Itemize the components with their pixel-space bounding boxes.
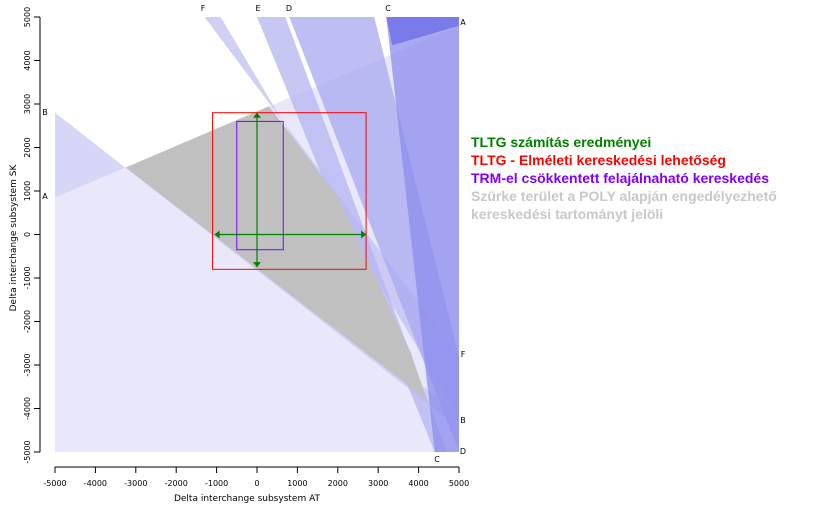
y-tick-label: 0 [23, 232, 32, 237]
x-tick-label: -5000 [43, 479, 66, 488]
legend-item-theoretical: TLTG - Elméleti kereskedési lehetőség [471, 152, 726, 168]
tltg-arrowhead-left [214, 230, 220, 239]
line-label-D-start: D [286, 4, 292, 13]
line-labels: A A B B F F E D D C C [42, 4, 466, 464]
y-axis-title: Delta interchange subsystem SK [9, 164, 19, 312]
feasible-region [125, 106, 427, 400]
line-label-C-end: C [434, 455, 440, 464]
band-corner-patch [386, 17, 459, 46]
line-label-F-start: F [201, 4, 206, 13]
legend-item-tltg: TLTG számítás eredményei [471, 134, 652, 150]
line-label-A-start: A [460, 18, 466, 27]
range-boxes [212, 112, 367, 270]
x-tick-label: 1000 [287, 479, 307, 488]
y-tick-label: 4000 [23, 50, 32, 70]
line-label-D-end: D [460, 447, 466, 456]
x-tick-label: 3000 [368, 479, 388, 488]
y-tick-label: -1000 [23, 266, 32, 289]
trm-reduced-box [236, 120, 284, 251]
y-tick-label: -4000 [23, 397, 32, 420]
line-label-A-end: A [42, 192, 48, 201]
line-label-B-start: B [42, 108, 48, 117]
legend-item-grey-area: Szürke terület a POLY alapján engedélyez… [471, 188, 777, 204]
x-tick-label: -4000 [84, 479, 107, 488]
y-tick-label: -2000 [23, 310, 32, 333]
legend: TLTG számítás eredményei TLTG - Elméleti… [471, 133, 777, 223]
legend-item-grey-area-cont: kereskedési tartományt jelöli [471, 206, 664, 222]
x-tick-label: -3000 [124, 479, 147, 488]
x-tick-label: 4000 [408, 479, 428, 488]
x-tick-label: 0 [254, 479, 259, 488]
line-label-B-end: B [460, 416, 466, 425]
tltg-arrowhead-right [361, 230, 367, 239]
tltg-arrowhead-top [253, 112, 261, 118]
feasible-region-layer [125, 106, 427, 400]
band-C [386, 17, 459, 452]
x-tick-label: -1000 [205, 479, 228, 488]
y-tick-label: 2000 [23, 137, 32, 157]
line-label-C-start: C [385, 4, 391, 13]
x-axis-title: Delta interchange subsystem AT [174, 494, 321, 504]
y-tick-label: -3000 [23, 353, 32, 376]
tltg-arrowhead-bottom [253, 262, 261, 268]
y-tick-label: 5000 [23, 7, 32, 27]
x-tick-label: 5000 [449, 479, 469, 488]
y-tick-label: 3000 [23, 94, 32, 114]
line-label-F-end: F [461, 350, 466, 359]
y-tick-label: -5000 [23, 440, 32, 463]
line-label-E-start: E [255, 4, 260, 13]
x-tick-label: 2000 [328, 479, 348, 488]
band-D [289, 17, 459, 452]
theoretical-trade-box [212, 112, 367, 270]
y-tick-label: 1000 [23, 181, 32, 201]
legend-item-trm: TRM-el csökkentett felajálnaható kereske… [471, 170, 770, 186]
x-tick-label: -2000 [165, 479, 188, 488]
axes: -5000 -4000 -3000 -2000 -1000 0 1000 2000 3000 40… [23, 7, 469, 488]
band-B [55, 112, 459, 429]
